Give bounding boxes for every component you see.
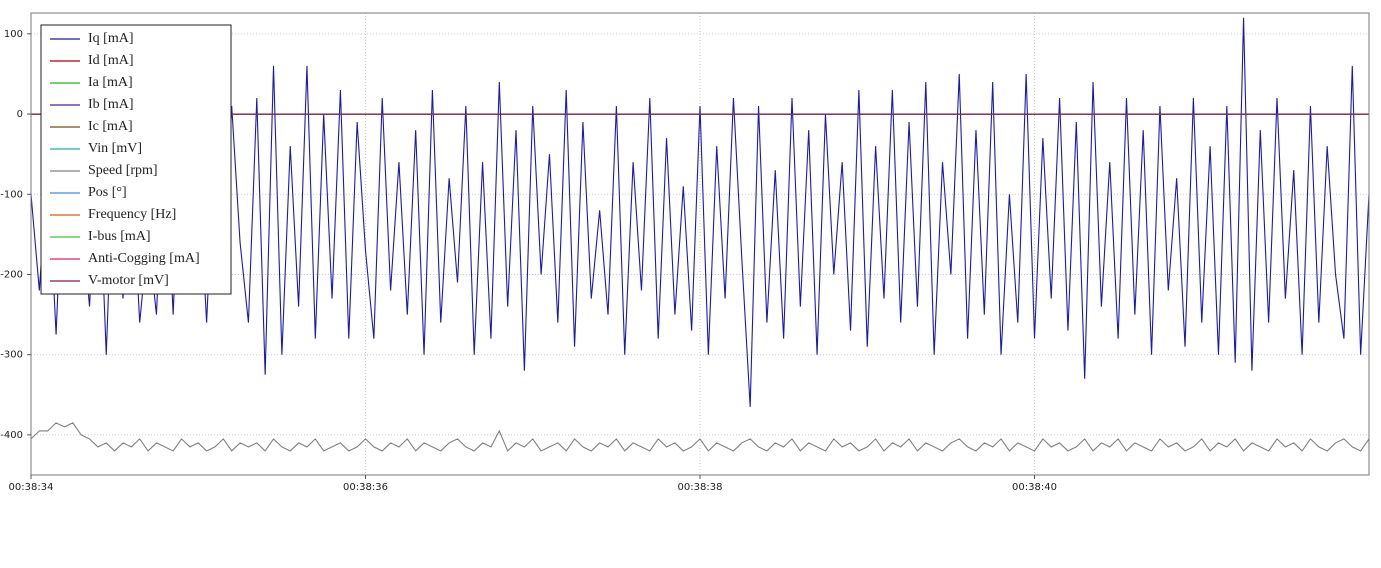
legend-label: Ib [mA] bbox=[88, 97, 134, 112]
legend-label: Ic [mA] bbox=[88, 119, 133, 134]
y-tick-label: 0 bbox=[17, 109, 23, 120]
x-tick-label: 00:38:34 bbox=[9, 482, 54, 493]
plot-lines bbox=[31, 17, 1369, 452]
legend-label: Anti-Cogging [mA] bbox=[88, 251, 200, 266]
legend-label: Id [mA] bbox=[88, 53, 134, 68]
axes: 100 0 -100 -200 -300 -400 00:38:34 00:38:36 00:3… bbox=[0, 29, 1057, 493]
x-tick-label: 00:38:40 bbox=[1012, 482, 1057, 493]
legend-label: Ia [mA] bbox=[88, 75, 133, 90]
y-tick-label: -100 bbox=[0, 189, 23, 200]
x-tick-label: 00:38:36 bbox=[343, 482, 388, 493]
series-line bbox=[31, 422, 1369, 452]
legend: Iq [mA] Id [mA] Ia [mA] Ib [mA] Ic [mA] Vin [… bbox=[40, 24, 232, 295]
y-tick-label: -200 bbox=[0, 269, 23, 280]
legend-label: Frequency [Hz] bbox=[88, 207, 176, 222]
legend-box bbox=[40, 24, 232, 295]
legend-label: I-bus [mA] bbox=[88, 229, 151, 244]
x-tick-label: 00:38:38 bbox=[678, 482, 723, 493]
legend-label: Vin [mV] bbox=[88, 141, 142, 156]
legend-label: Speed [rpm] bbox=[88, 163, 158, 178]
legend-label: Pos [°] bbox=[88, 185, 127, 200]
legend-label: V-motor [mV] bbox=[88, 273, 169, 288]
y-tick-label: -400 bbox=[0, 430, 23, 441]
legend-label: Iq [mA] bbox=[88, 31, 134, 46]
series-line bbox=[31, 17, 1369, 407]
y-tick-label: -300 bbox=[0, 350, 23, 361]
y-tick-label: 100 bbox=[4, 29, 23, 40]
